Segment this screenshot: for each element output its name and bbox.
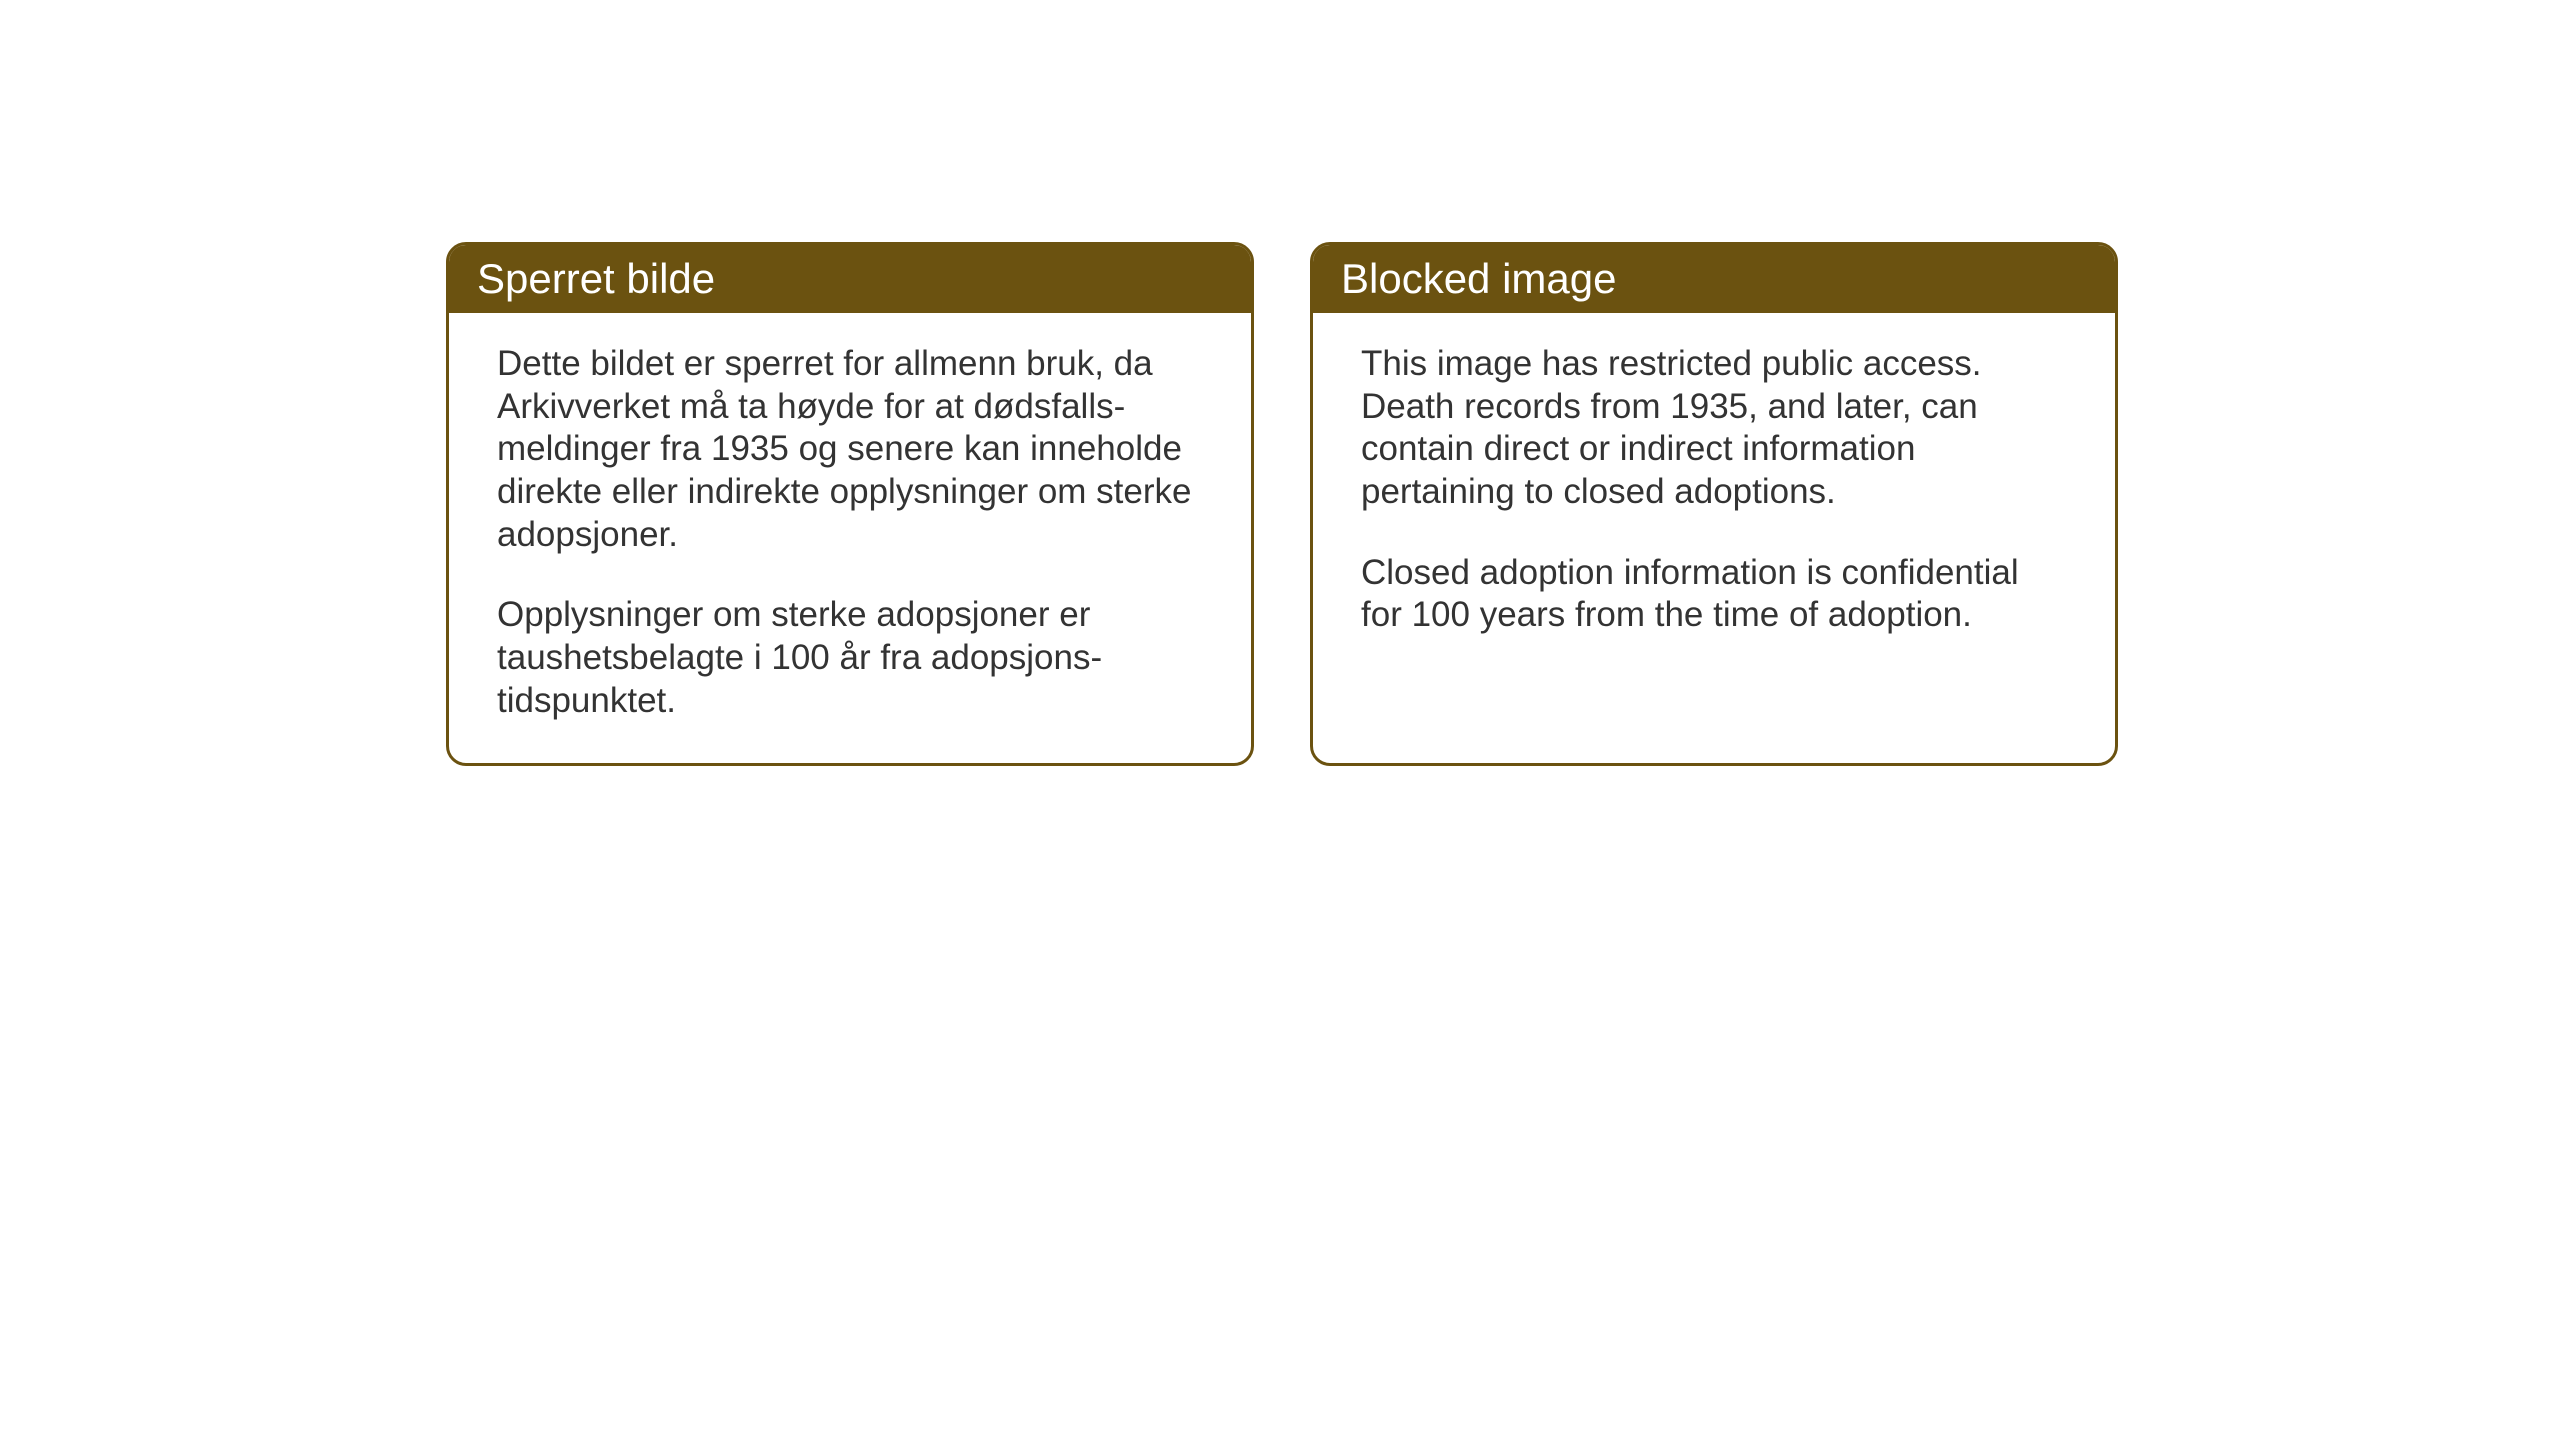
paragraph-1-norwegian: Dette bildet er sperret for allmenn bruk… [497, 343, 1203, 556]
paragraph-2-english: Closed adoption information is confident… [1361, 552, 2067, 637]
paragraph-2-norwegian: Opplysninger om sterke adopsjoner er tau… [497, 594, 1203, 722]
notice-card-english: Blocked image This image has restricted … [1310, 242, 2118, 766]
card-body-norwegian: Dette bildet er sperret for allmenn bruk… [449, 313, 1251, 763]
card-title-english: Blocked image [1313, 245, 2115, 313]
notice-container: Sperret bilde Dette bildet er sperret fo… [446, 242, 2118, 766]
card-title-norwegian: Sperret bilde [449, 245, 1251, 313]
paragraph-1-english: This image has restricted public access.… [1361, 343, 2067, 514]
notice-card-norwegian: Sperret bilde Dette bildet er sperret fo… [446, 242, 1254, 766]
card-body-english: This image has restricted public access.… [1313, 313, 2115, 677]
